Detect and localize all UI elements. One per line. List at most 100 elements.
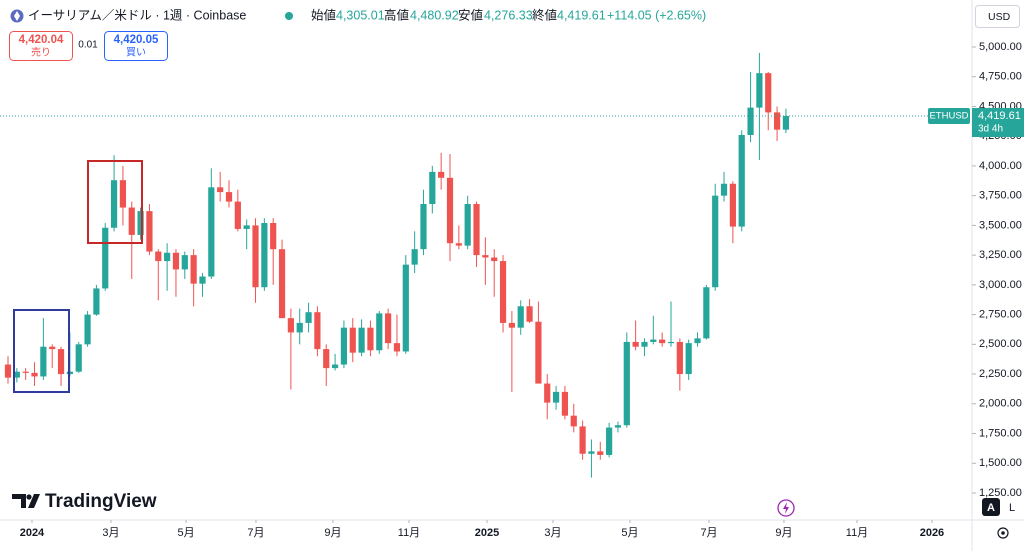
sell-label: 売り [31,46,51,59]
y-tick-label: 1,250.00 [979,487,1022,499]
candle-body [22,371,29,373]
price-overlay: ETHUSD 4,419.61 3d 4h [928,108,1024,138]
annotation-box[interactable] [13,309,70,393]
candle-body [393,343,401,352]
symbol-title[interactable]: イーサリアム／米ドル · 1週 · Coinbase [28,8,246,22]
brand-logo [12,494,40,508]
candle-body [667,341,675,344]
currency-selector[interactable] [975,5,1020,28]
candle-body [331,364,339,369]
candle-body [190,255,197,284]
candle-body [110,180,118,228]
candle-body [623,341,630,426]
x-tick-label: 11月 [846,527,868,539]
x-tick-label: 5月 [177,527,194,539]
annotation-box[interactable] [87,160,143,244]
buy-button[interactable] [104,31,168,61]
currency[interactable]: USD [988,11,1011,23]
y-tick-label: 2,500.00 [979,338,1022,350]
candle-body [438,171,445,178]
candle-body [4,364,12,378]
x-tick-label: 3月 [102,527,119,539]
candle-body [782,116,790,130]
symbol-icon-glyph [14,11,20,21]
candle-body [40,346,47,377]
candle-body [561,391,569,416]
candle-body [102,227,109,289]
candle-body [491,257,498,262]
settings-button-center [1001,531,1005,535]
candle-body [499,261,507,323]
candle-body [323,349,330,369]
y-tick-label: 4,000.00 [979,160,1022,172]
candle-body [659,339,666,344]
candle-body [765,73,772,113]
ohlc-value: 4,276.33 [484,8,533,22]
market-status[interactable] [285,12,293,20]
candle-body [756,73,763,108]
candle-body [75,344,82,372]
candle-body [349,327,356,353]
candle-body [429,171,436,204]
candle-body [535,321,542,384]
candle-body [164,252,171,262]
y-tick-label: 2,750.00 [979,308,1022,320]
candle-body [225,192,233,202]
x-tick-label: 9月 [324,527,341,539]
candle-body [552,391,560,403]
countdown: 3d 4h [978,124,1003,135]
candle-body [738,134,745,227]
y-tick-label: 1,750.00 [979,427,1022,439]
candle-body [199,276,206,284]
candle-body [376,313,383,351]
last-price-box [972,108,1024,138]
brand-name[interactable]: TradingView [45,491,157,512]
candle-body [358,327,365,353]
candle-body [411,249,418,265]
candle-body [314,312,321,350]
ohlc-label: 安値 [458,7,483,22]
ohlc-value: 4,419.61 [557,8,606,22]
candle-body [446,177,454,244]
candle-body [367,327,374,351]
auto-scale-label: A [987,502,995,514]
plot-area [0,52,972,478]
candle-body [31,372,38,377]
candle-body [146,211,153,252]
candle-body [703,287,710,339]
y-tick-label: 3,000.00 [979,279,1022,291]
candle-body [712,195,719,288]
candle-body [296,322,303,333]
candle-body [385,313,392,344]
log-scale-label[interactable]: L [1009,502,1015,514]
candle-body [155,251,162,262]
change: +114.05 (+2.65%) [607,8,706,22]
auto-scale-button[interactable] [982,498,1000,516]
candle-body [614,425,622,428]
spread: 0.01 [78,40,98,51]
candle-body [261,223,268,288]
symbol-tag-box [928,108,970,125]
candle-body [526,306,533,322]
candle-body [181,255,188,270]
sell-button[interactable] [9,31,73,61]
settings-button[interactable] [997,527,1009,539]
candle-body [49,346,56,350]
y-tick-label: 2,000.00 [979,398,1022,410]
candle-body [455,243,462,246]
x-tick-label: 7月 [700,527,717,539]
x-tick-label: 7月 [247,527,264,539]
candle-body [720,183,728,196]
candle-body [278,249,286,319]
x-tick-label: 9月 [775,527,792,539]
x-tick-label: 2024 [20,527,45,539]
candle-body [402,264,409,352]
candle-body [747,107,754,135]
candle-body [588,451,595,454]
candle-body [234,201,241,229]
candle-body [128,207,135,235]
candle-body [84,314,91,345]
y-tick-label: 3,250.00 [979,249,1022,261]
event-icon-glyph [783,502,789,514]
